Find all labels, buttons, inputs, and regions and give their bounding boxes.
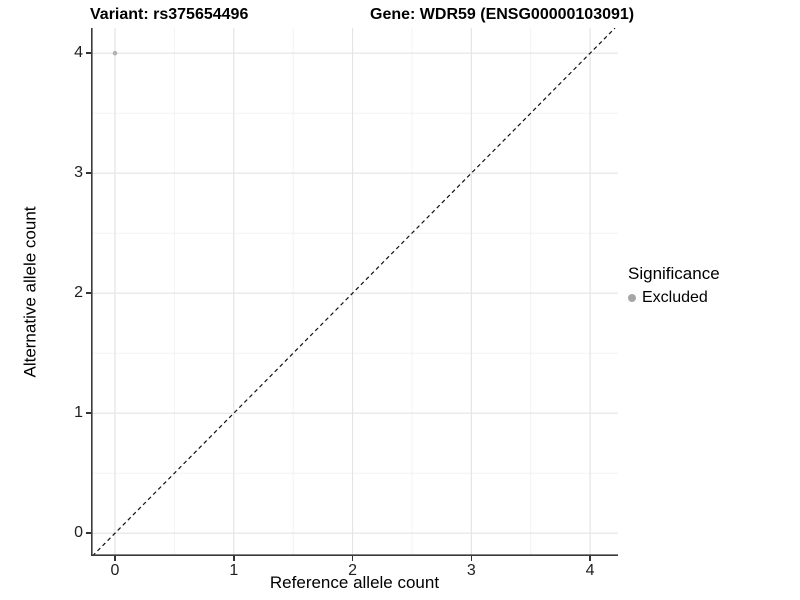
legend-title: Significance (628, 264, 720, 283)
y-tick-mark (86, 292, 91, 294)
plot-title-gene: Gene: WDR59 (ENSG00000103091) (370, 6, 635, 23)
y-tick-label: 0 (74, 524, 83, 542)
plot-panel (91, 28, 618, 556)
x-tick-mark (470, 556, 473, 561)
x-tick-mark (589, 556, 591, 561)
x-tick-label: 4 (585, 562, 595, 579)
plot-canvas (91, 28, 618, 556)
x-tick-label: 3 (466, 562, 476, 579)
x-tick-mark (233, 556, 235, 561)
y-tick-mark (86, 52, 91, 54)
data-point (112, 50, 118, 56)
y-tick-label: 1 (74, 404, 83, 422)
x-tick-label: 0 (110, 562, 120, 579)
legend-item-label: Excluded (642, 289, 708, 306)
y-tick-label: 3 (74, 164, 83, 182)
x-tick-label: 1 (229, 562, 239, 579)
y-tick-label: 2 (74, 284, 83, 302)
y-tick-label: 4 (74, 44, 83, 62)
y-tick-mark (86, 172, 91, 174)
y-axis-title: Alternative allele count (20, 206, 40, 378)
x-tick-label: 2 (348, 562, 357, 579)
y-tick-mark (86, 412, 91, 414)
legend-point-icon (628, 294, 636, 302)
x-axis-title: Reference allele count (269, 573, 440, 592)
plot-title-variant: Variant: rs375654496 (90, 6, 249, 23)
x-tick-mark (351, 556, 354, 561)
identity-dashed-line (91, 28, 616, 556)
legend: Significance Excluded (628, 263, 720, 308)
x-tick-mark (114, 556, 116, 561)
y-tick-mark (86, 532, 91, 534)
legend-item-excluded: Excluded (628, 288, 720, 308)
